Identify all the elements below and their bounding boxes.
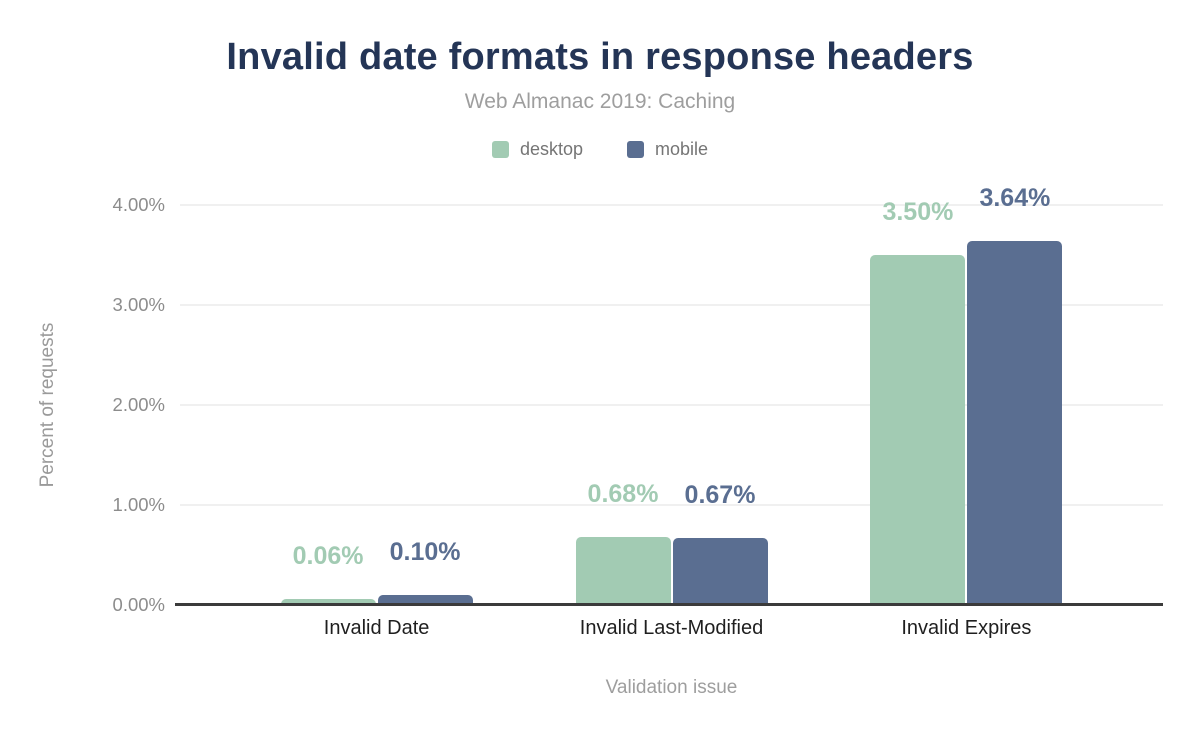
x-axis-line	[175, 603, 1163, 606]
bar-value-label-mobile: 3.64%	[979, 184, 1051, 212]
bar-value-label-desktop: 0.68%	[587, 480, 659, 508]
bar-desktop-invalid-last-modified	[575, 537, 671, 605]
chart-subtitle: Web Almanac 2019: Caching	[464, 90, 736, 113]
chart-title: Invalid date formats in response headers	[226, 36, 974, 78]
legend-item-desktop: desktop	[491, 139, 583, 160]
legend-label-desktop: desktop	[519, 139, 583, 159]
bar-mobile-invalid-date	[377, 595, 473, 605]
plot-area: 0.00% 1.00% 2.00% 3.00% 4.00% 0.06% 0.10% Inval…	[113, 186, 1163, 639]
legend-item-mobile: mobile	[627, 139, 708, 160]
gridline-4.00%	[180, 204, 1163, 206]
y-tick-label: 3.00%	[112, 294, 165, 315]
bar-desktop-invalid-date	[280, 599, 376, 605]
x-axis-title: Validation issue	[605, 677, 738, 698]
bar-value-label-desktop: 0.06%	[292, 542, 364, 570]
category-label: Invalid Expires	[901, 617, 1032, 639]
y-tick-label: 1.00%	[112, 494, 165, 515]
legend-swatch-mobile	[627, 141, 644, 158]
y-tick-label: 4.00%	[112, 194, 165, 215]
legend: desktop mobile	[0, 139, 1200, 160]
legend-label-mobile: mobile	[655, 139, 709, 159]
y-tick-label: 2.00%	[112, 394, 165, 415]
y-tick-label: 0.00%	[112, 594, 165, 615]
bar-mobile-invalid-expires	[967, 241, 1063, 605]
bar-desktop-invalid-expires	[870, 255, 966, 605]
bar-value-label-desktop: 3.50%	[882, 198, 954, 226]
y-axis-title: Percent of requests	[37, 322, 58, 488]
gridline-2.00%	[180, 404, 1163, 406]
bar-mobile-invalid-last-modified	[672, 538, 768, 605]
gridline-3.00%	[180, 304, 1163, 306]
bar-value-label-mobile: 0.67%	[684, 481, 756, 509]
bar-value-label-mobile: 0.10%	[389, 538, 461, 566]
legend-swatch-desktop	[491, 141, 509, 158]
category-label: Invalid Last-Modified	[579, 617, 764, 639]
category-label: Invalid Date	[323, 617, 430, 639]
gridline-1.00%	[180, 504, 1163, 506]
